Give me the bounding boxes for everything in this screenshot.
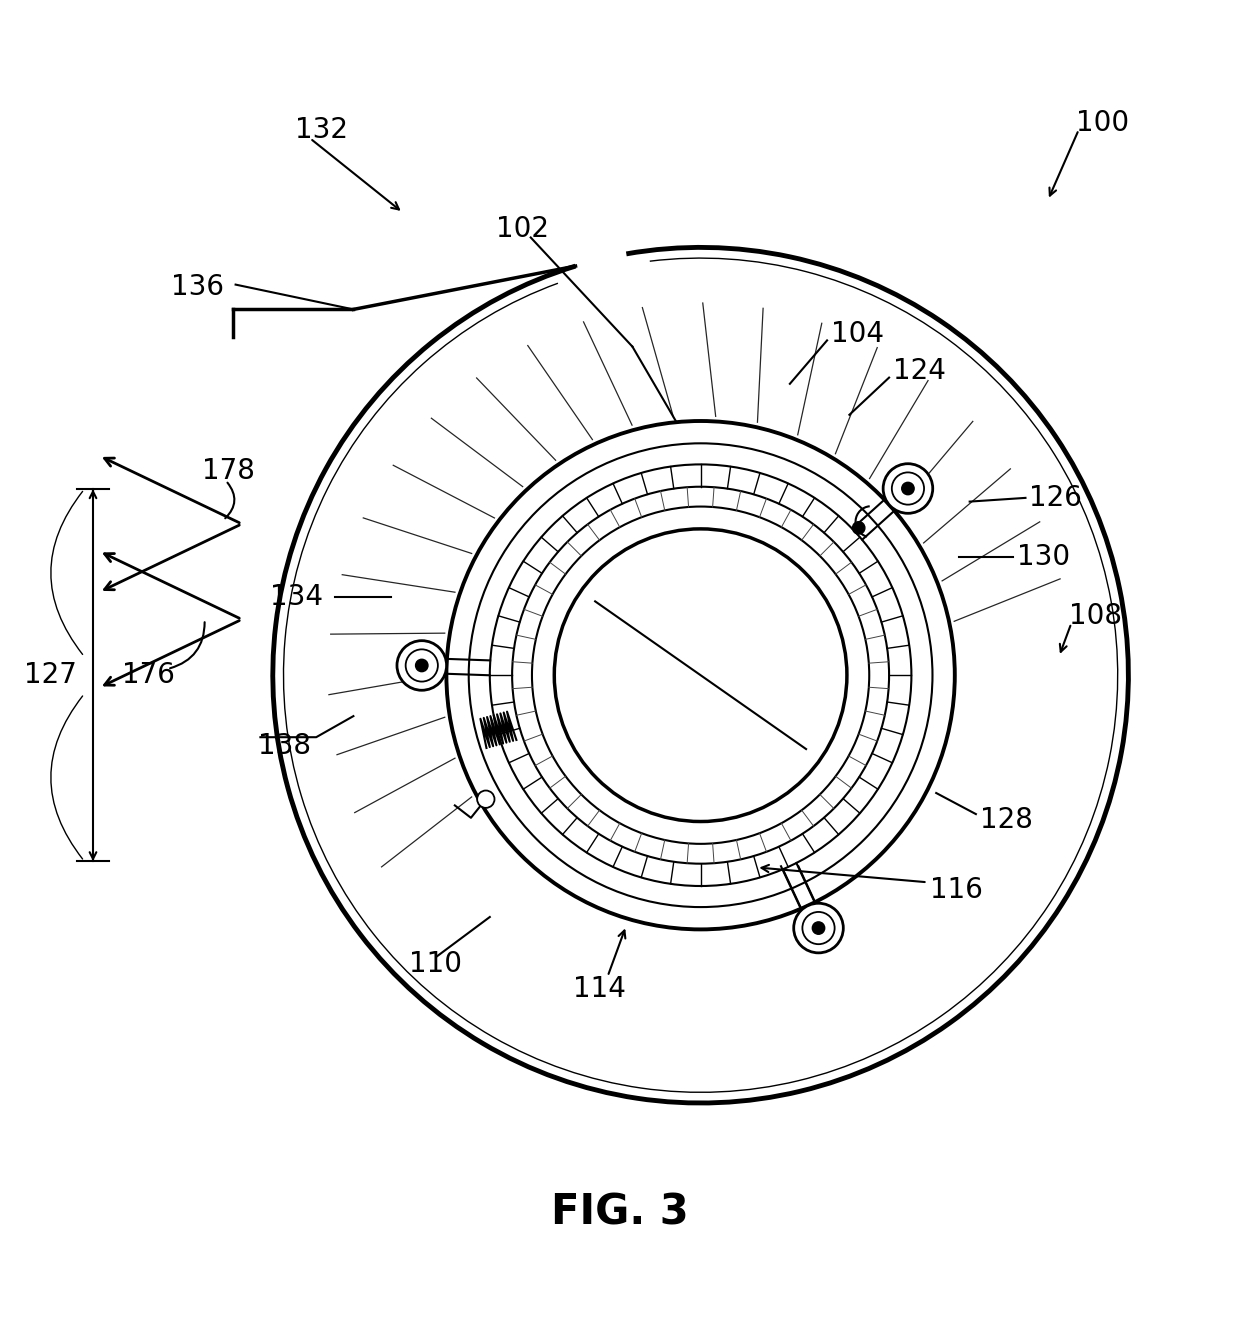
Circle shape (812, 922, 825, 934)
Text: 102: 102 (496, 215, 549, 242)
Text: 127: 127 (24, 661, 77, 689)
Circle shape (892, 472, 924, 504)
Text: FIG. 3: FIG. 3 (551, 1191, 689, 1234)
Text: 110: 110 (409, 950, 463, 978)
Text: 136: 136 (171, 273, 224, 301)
Text: 126: 126 (1029, 484, 1083, 512)
Circle shape (901, 482, 914, 495)
Text: 124: 124 (893, 357, 946, 385)
Circle shape (802, 913, 835, 945)
Text: 104: 104 (831, 320, 884, 348)
Circle shape (477, 791, 495, 808)
Circle shape (397, 641, 446, 690)
Circle shape (883, 464, 932, 514)
Text: 130: 130 (1017, 543, 1070, 571)
Circle shape (415, 660, 428, 672)
Text: 138: 138 (258, 732, 311, 760)
Circle shape (794, 903, 843, 953)
Circle shape (405, 649, 438, 681)
Text: 132: 132 (295, 115, 348, 143)
Circle shape (852, 522, 864, 534)
Text: 116: 116 (930, 875, 983, 903)
Text: 128: 128 (980, 807, 1033, 835)
Text: 134: 134 (270, 583, 324, 611)
Text: 100: 100 (1076, 110, 1130, 138)
Text: 176: 176 (122, 661, 175, 689)
Text: 108: 108 (1069, 602, 1122, 630)
Text: 114: 114 (573, 975, 626, 1004)
Text: 178: 178 (202, 456, 255, 484)
